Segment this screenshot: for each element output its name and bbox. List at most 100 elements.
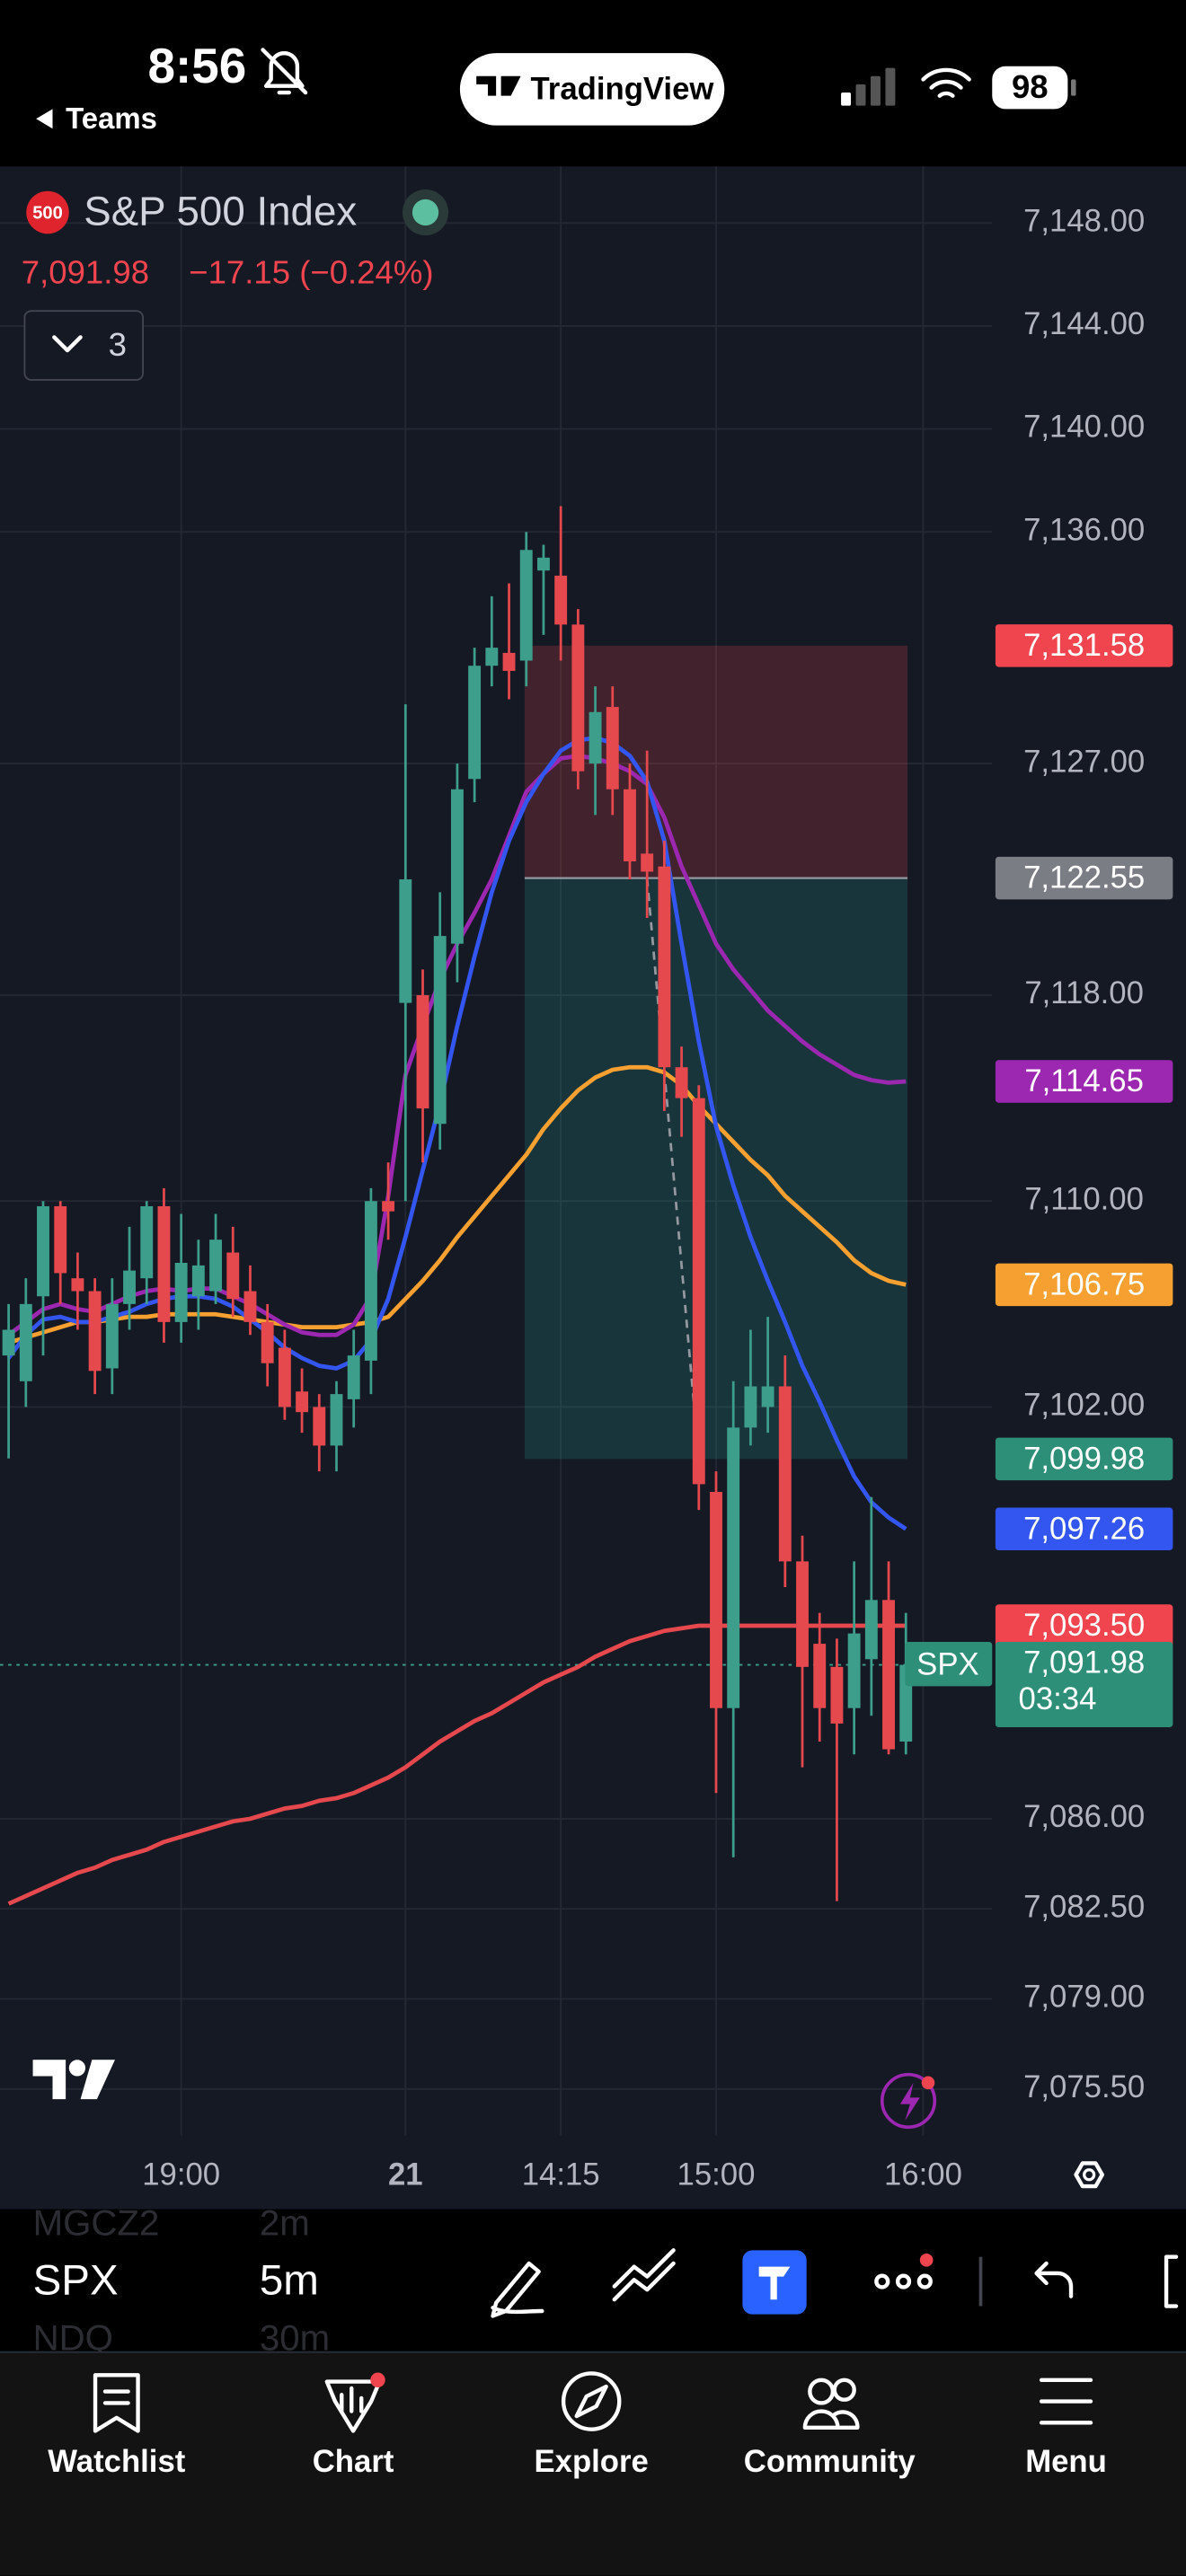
indicator-count: 3: [109, 326, 127, 363]
candle-body: [157, 1205, 171, 1322]
more-button[interactable]: [874, 2254, 934, 2289]
alert-dot: [921, 2076, 935, 2090]
price-tag-label: 7,122.55: [1023, 861, 1145, 895]
candle-body: [519, 550, 533, 661]
indicator-tool[interactable]: [612, 2248, 676, 2302]
candle-body: [347, 1355, 360, 1399]
tab-label[interactable]: Community: [744, 2445, 916, 2479]
wifi-icon: [921, 67, 971, 98]
candle-body: [278, 1347, 291, 1407]
symbol-title[interactable]: S&P 500 Index: [84, 188, 357, 234]
candle-body: [796, 1561, 809, 1667]
symbol-tag-label: SPX: [916, 1648, 978, 1682]
price-tag: [995, 1604, 1173, 1647]
battery: [992, 66, 1068, 110]
last-price-label: 7,091.98: [1023, 1646, 1145, 1681]
plot: [0, 506, 993, 1906]
candle-body: [433, 936, 447, 1125]
candle-body: [502, 652, 516, 671]
candle-body: [536, 557, 550, 571]
price-tag-label: 7,114.65: [1024, 1064, 1144, 1098]
explore-icon[interactable]: [561, 2371, 622, 2431]
candle-body: [88, 1291, 102, 1372]
settings-icon[interactable]: [1074, 2161, 1104, 2189]
market-status: [412, 198, 439, 226]
symbol-badge: [26, 190, 69, 234]
tab-label[interactable]: Explore: [534, 2445, 648, 2479]
back-arrow: [36, 109, 53, 129]
draw-tool[interactable]: [491, 2261, 544, 2318]
y-tick-label: 7,102.00: [1023, 1389, 1145, 1423]
candle-body: [243, 1291, 257, 1322]
candle-body: [191, 1265, 205, 1297]
y-tick-label: 7,148.00: [1023, 205, 1145, 239]
tv-watermark: [32, 2060, 115, 2100]
strategy-icon: [758, 2266, 791, 2300]
candle-body: [54, 1205, 67, 1274]
price-tag: [995, 1437, 1173, 1481]
y-tick-label: 7,136.00: [1023, 513, 1145, 547]
candle-body: [2, 1329, 15, 1356]
candle-body: [727, 1427, 740, 1708]
chevron: [52, 335, 83, 353]
back-app[interactable]: Teams: [66, 101, 157, 135]
candle-body: [864, 1600, 878, 1660]
tab-label[interactable]: Watchlist: [48, 2445, 185, 2479]
candle-body: [606, 707, 619, 790]
candle-body: [882, 1600, 895, 1750]
y-tick-label: 7,127.00: [1023, 745, 1145, 779]
x-tick-label: 16:00: [884, 2157, 962, 2192]
bar-countdown: 03:34: [1019, 1682, 1097, 1716]
watchlist-icon[interactable]: [93, 2373, 140, 2433]
y-tick-label: 7,075.50: [1023, 2070, 1145, 2104]
fullscreen-button[interactable]: [1164, 2254, 1179, 2308]
candle-body: [485, 648, 499, 666]
candle-body: [313, 1407, 326, 1446]
menu-icon[interactable]: [1039, 2378, 1093, 2425]
y-tick-label: 7,110.00: [1024, 1182, 1144, 1216]
chart-icon[interactable]: [324, 2379, 382, 2433]
candle-body: [209, 1239, 223, 1292]
signal-icon: [841, 67, 896, 106]
symbol-picker[interactable]: SPX: [33, 2256, 119, 2304]
candle-body: [364, 1201, 377, 1361]
candle-body: [71, 1278, 84, 1292]
alert-button[interactable]: [880, 2072, 937, 2130]
candle-body: [37, 1205, 49, 1297]
x-tick-label: 15:00: [677, 2157, 756, 2192]
community-icon[interactable]: [802, 2409, 860, 2430]
candle-body: [692, 1098, 705, 1485]
chart-badge: [370, 2372, 385, 2388]
indicator-toggle[interactable]: [23, 310, 144, 381]
candle-body: [641, 853, 654, 872]
tab-label[interactable]: Menu: [1025, 2445, 1107, 2479]
candle-body: [140, 1205, 154, 1279]
candle-body: [710, 1492, 722, 1708]
candle-body: [174, 1262, 188, 1322]
lightning-icon: [899, 2082, 920, 2121]
bell-off-icon: [261, 48, 308, 95]
undo-button[interactable]: [1034, 2261, 1074, 2298]
y-tick-label: 7,118.00: [1024, 976, 1144, 1010]
price-tag-label: 7,106.75: [1023, 1267, 1145, 1301]
candle-body: [123, 1270, 136, 1304]
settings-hub: [1083, 2168, 1096, 2182]
target-zone: [524, 878, 908, 1460]
price-tag: [995, 624, 1173, 667]
grid: [0, 166, 993, 2136]
tab-label[interactable]: Chart: [313, 2445, 394, 2479]
chart-area: [0, 166, 1186, 2210]
price-tag-label: 7,131.58: [1023, 629, 1145, 663]
price-tag-label: 7,099.98: [1023, 1442, 1145, 1476]
interval-picker[interactable]: 5m: [260, 2256, 319, 2304]
battery-tip: [1071, 79, 1076, 96]
candle-body: [450, 789, 464, 944]
candle-body: [658, 866, 671, 1068]
price-tag: [995, 1507, 1173, 1551]
toolbar: [0, 2209, 1186, 2352]
compass-needle: [574, 2384, 608, 2419]
moving-average: [7, 1623, 907, 1906]
candle-body: [330, 1394, 343, 1446]
candle-body: [830, 1666, 844, 1724]
